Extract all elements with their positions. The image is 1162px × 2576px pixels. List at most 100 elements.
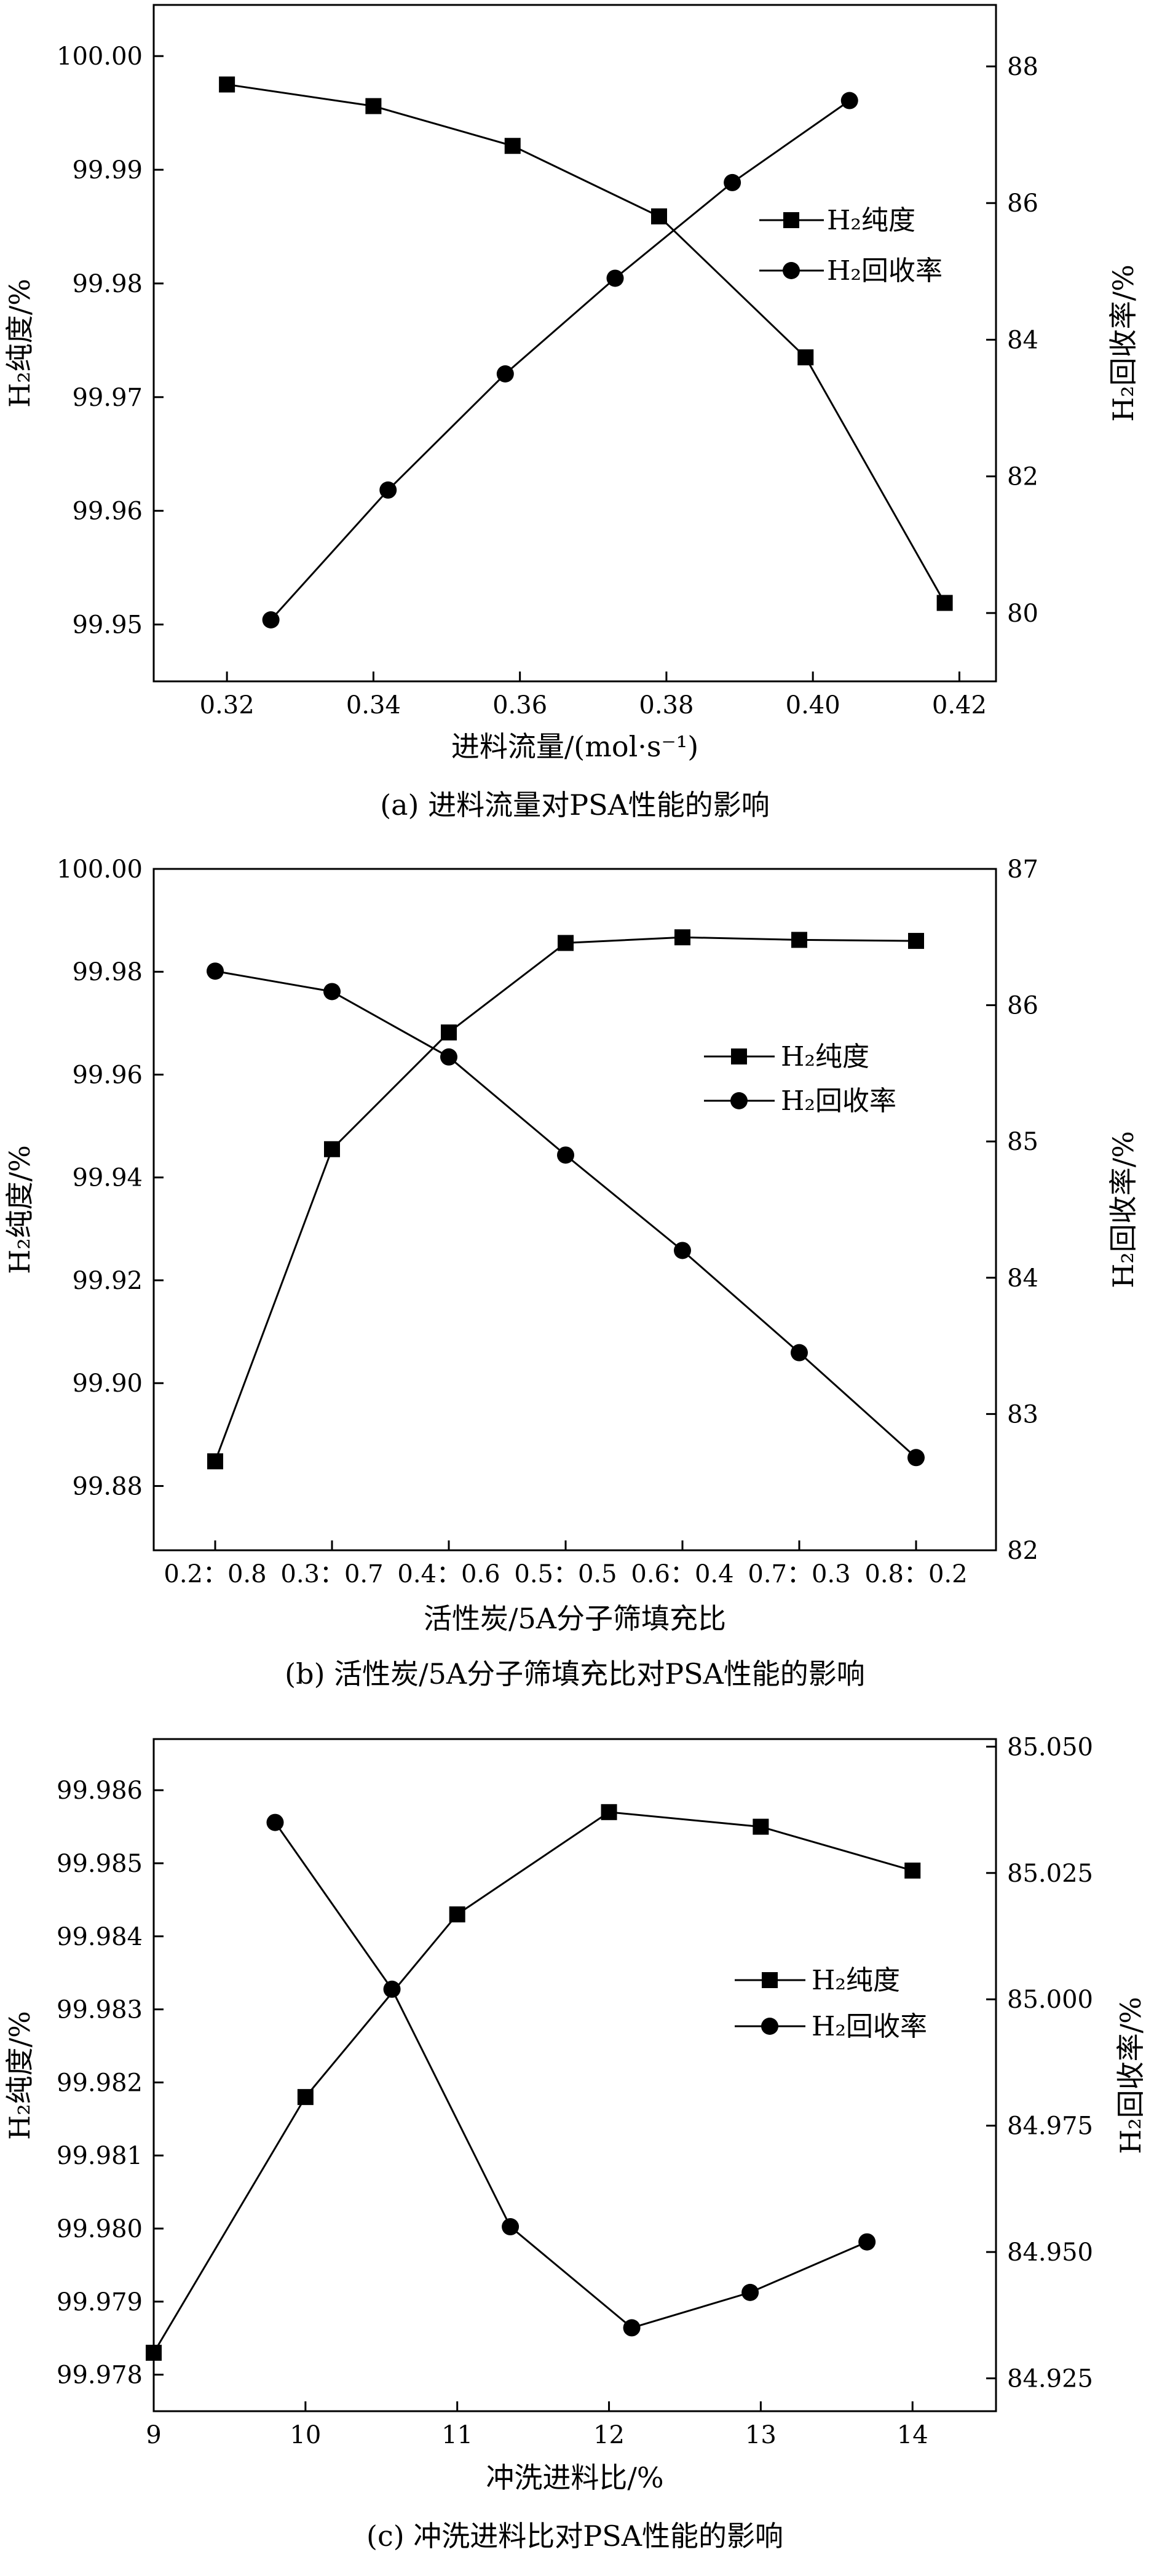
- purity-marker: [449, 1906, 465, 1923]
- x-axis-title: 活性炭/5A分子筛填充比: [424, 1602, 726, 1635]
- x-tick-label: 0.2：0.8: [164, 1560, 266, 1588]
- recovery-marker: [557, 1146, 574, 1164]
- y-right-tick-label: 84.950: [1007, 2238, 1093, 2267]
- x-tick-label: 0.3：0.7: [280, 1560, 383, 1588]
- y-right-tick-label: 85.050: [1007, 1733, 1093, 1761]
- y-left-tick-label: 99.88: [72, 1472, 143, 1500]
- recovery-marker: [724, 173, 741, 191]
- x-axis-ticks: 0.32 0.34 0.36 0.38 0.40 0.42: [200, 672, 987, 719]
- x-axis-title: 冲洗进料比/%: [486, 2461, 663, 2494]
- y-right-tick-label: 85.025: [1007, 1860, 1093, 1888]
- legend-label-recovery: H₂回收率: [827, 255, 943, 287]
- recovery-line: [274, 1821, 868, 2329]
- y-right-tick-label: 86: [1007, 189, 1038, 218]
- y-left-tick-label: 99.96: [72, 1061, 143, 1089]
- recovery-line: [270, 100, 850, 621]
- y-axis-left-ticks: 99.88 99.90 99.92 99.94 99.96 99.98 100.00: [57, 855, 164, 1500]
- series-recovery: [262, 92, 858, 628]
- y-left-tick-label: 99.96: [72, 497, 143, 526]
- y-right-tick-label: 85: [1007, 1128, 1038, 1156]
- x-tick-label: 13: [745, 2421, 777, 2449]
- x-tick-label: 9: [146, 2421, 161, 2449]
- purity-marker: [207, 1453, 223, 1470]
- y-left-tick-label: 99.979: [57, 2288, 143, 2316]
- plot-area-frame: [152, 868, 997, 1552]
- purity-line: [226, 83, 946, 604]
- y-left-tick-label: 99.98: [72, 270, 143, 298]
- x-tick-label: 0.32: [200, 691, 255, 719]
- y-left-tick-label: 99.980: [57, 2215, 143, 2243]
- panel-caption: (c) 冲洗进料比对PSA性能的影响: [366, 2519, 783, 2553]
- purity-marker: [219, 76, 235, 93]
- y-left-tick-label: 99.983: [57, 1996, 143, 2024]
- recovery-marker: [502, 2218, 520, 2236]
- x-tick-label: 0.7：0.3: [748, 1560, 850, 1588]
- y-right-tick-label: 84: [1007, 326, 1038, 354]
- y-axis-left-ticks: 99.978 99.979 99.980 99.981 99.982 99.983 99.9…: [57, 1777, 164, 2390]
- x-tick-label: 14: [897, 2421, 928, 2449]
- recovery-marker: [266, 1813, 284, 1831]
- x-tick-label: 0.8：0.2: [864, 1560, 967, 1588]
- x-tick-label: 10: [290, 2421, 321, 2449]
- y-axis-right-title: H₂回收率/%: [1107, 264, 1140, 422]
- panel-caption: (a) 进料流量对PSA性能的影响: [380, 788, 770, 822]
- recovery-marker: [207, 962, 224, 980]
- recovery-marker: [741, 2283, 759, 2301]
- legend-label-recovery: H₂回收率: [812, 2011, 927, 2042]
- x-tick-label: 0.4：0.6: [397, 1560, 500, 1588]
- y-right-tick-label: 87: [1007, 855, 1038, 884]
- legend-label-purity: H₂纯度: [781, 1041, 869, 1072]
- recovery-marker: [606, 269, 624, 287]
- x-tick-label: 11: [441, 2421, 473, 2449]
- purity-line: [152, 1811, 913, 2353]
- legend: H₂纯度 H₂回收率: [759, 205, 943, 287]
- y-axis-right-title: H₂回收率/%: [1107, 1131, 1140, 1288]
- x-axis-ticks: 0.2：0.8 0.3：0.7 0.4：0.6 0.5：0.5 0.6：0.4 0.7：0…: [164, 1540, 968, 1588]
- x-axis-ticks: 9 10 11 12 13 14: [146, 2401, 928, 2449]
- series-recovery: [207, 962, 925, 1467]
- panel-c: 9 10 11 12 13 14 99.97899.97999.98099.98199.9…: [3, 1733, 1147, 2553]
- recovery-marker: [791, 1344, 808, 1361]
- y-left-tick-label: 99.92: [72, 1267, 143, 1295]
- recovery-marker: [383, 1980, 401, 1998]
- y-left-tick-label: 99.94: [72, 1164, 143, 1192]
- y-left-tick-label: 99.95: [72, 611, 143, 640]
- y-right-tick-label: 82: [1007, 463, 1038, 491]
- legend: H₂纯度 H₂回收率: [735, 1965, 927, 2042]
- x-tick-label: 0.42: [932, 691, 987, 719]
- y-left-tick-label: 99.90: [72, 1369, 143, 1398]
- y-axis-right-ticks: 82 83 84 85 86 87: [986, 855, 1038, 1565]
- series-recovery: [266, 1813, 876, 2337]
- y-right-tick-label: 80: [1007, 600, 1038, 628]
- y-right-tick-label: 84.925: [1007, 2365, 1093, 2393]
- y-right-tick-label: 85.000: [1007, 1986, 1093, 2014]
- panel-caption: (b) 活性炭/5A分子筛填充比对PSA性能的影响: [285, 1657, 865, 1690]
- y-right-tick-label: 82: [1007, 1537, 1038, 1565]
- y-left-tick-label: 99.97: [72, 384, 143, 412]
- y-left-tick-label: 99.986: [57, 1777, 143, 1805]
- y-left-tick-label: 99.978: [57, 2361, 143, 2390]
- x-tick-label: 0.6：0.4: [631, 1560, 733, 1588]
- y-axis-left-ticks: 99.95 99.96 99.97 99.98 99.99 100.00: [57, 42, 164, 640]
- y-right-tick-label: 86: [1007, 992, 1038, 1020]
- recovery-marker: [440, 1048, 457, 1066]
- recovery-marker: [379, 481, 397, 499]
- x-axis-title: 进料流量/(mol·s⁻¹): [451, 730, 698, 763]
- legend: H₂纯度 H₂回收率: [704, 1041, 896, 1117]
- x-tick-label: 0.40: [786, 691, 840, 719]
- y-right-tick-label: 84.975: [1007, 2112, 1093, 2141]
- y-axis-left-title: H₂纯度/%: [3, 279, 36, 408]
- purity-marker: [558, 935, 574, 951]
- purity-marker: [504, 138, 521, 154]
- y-left-tick-label: 99.99: [72, 156, 143, 184]
- purity-marker: [601, 1804, 617, 1820]
- purity-marker: [753, 1818, 769, 1835]
- purity-marker: [904, 1862, 921, 1879]
- recovery-marker: [907, 1449, 925, 1467]
- x-tick-label: 0.38: [639, 691, 694, 719]
- purity-marker: [797, 349, 814, 366]
- recovery-marker: [858, 2233, 876, 2251]
- purity-marker: [324, 1141, 340, 1157]
- recovery-marker: [623, 2319, 641, 2337]
